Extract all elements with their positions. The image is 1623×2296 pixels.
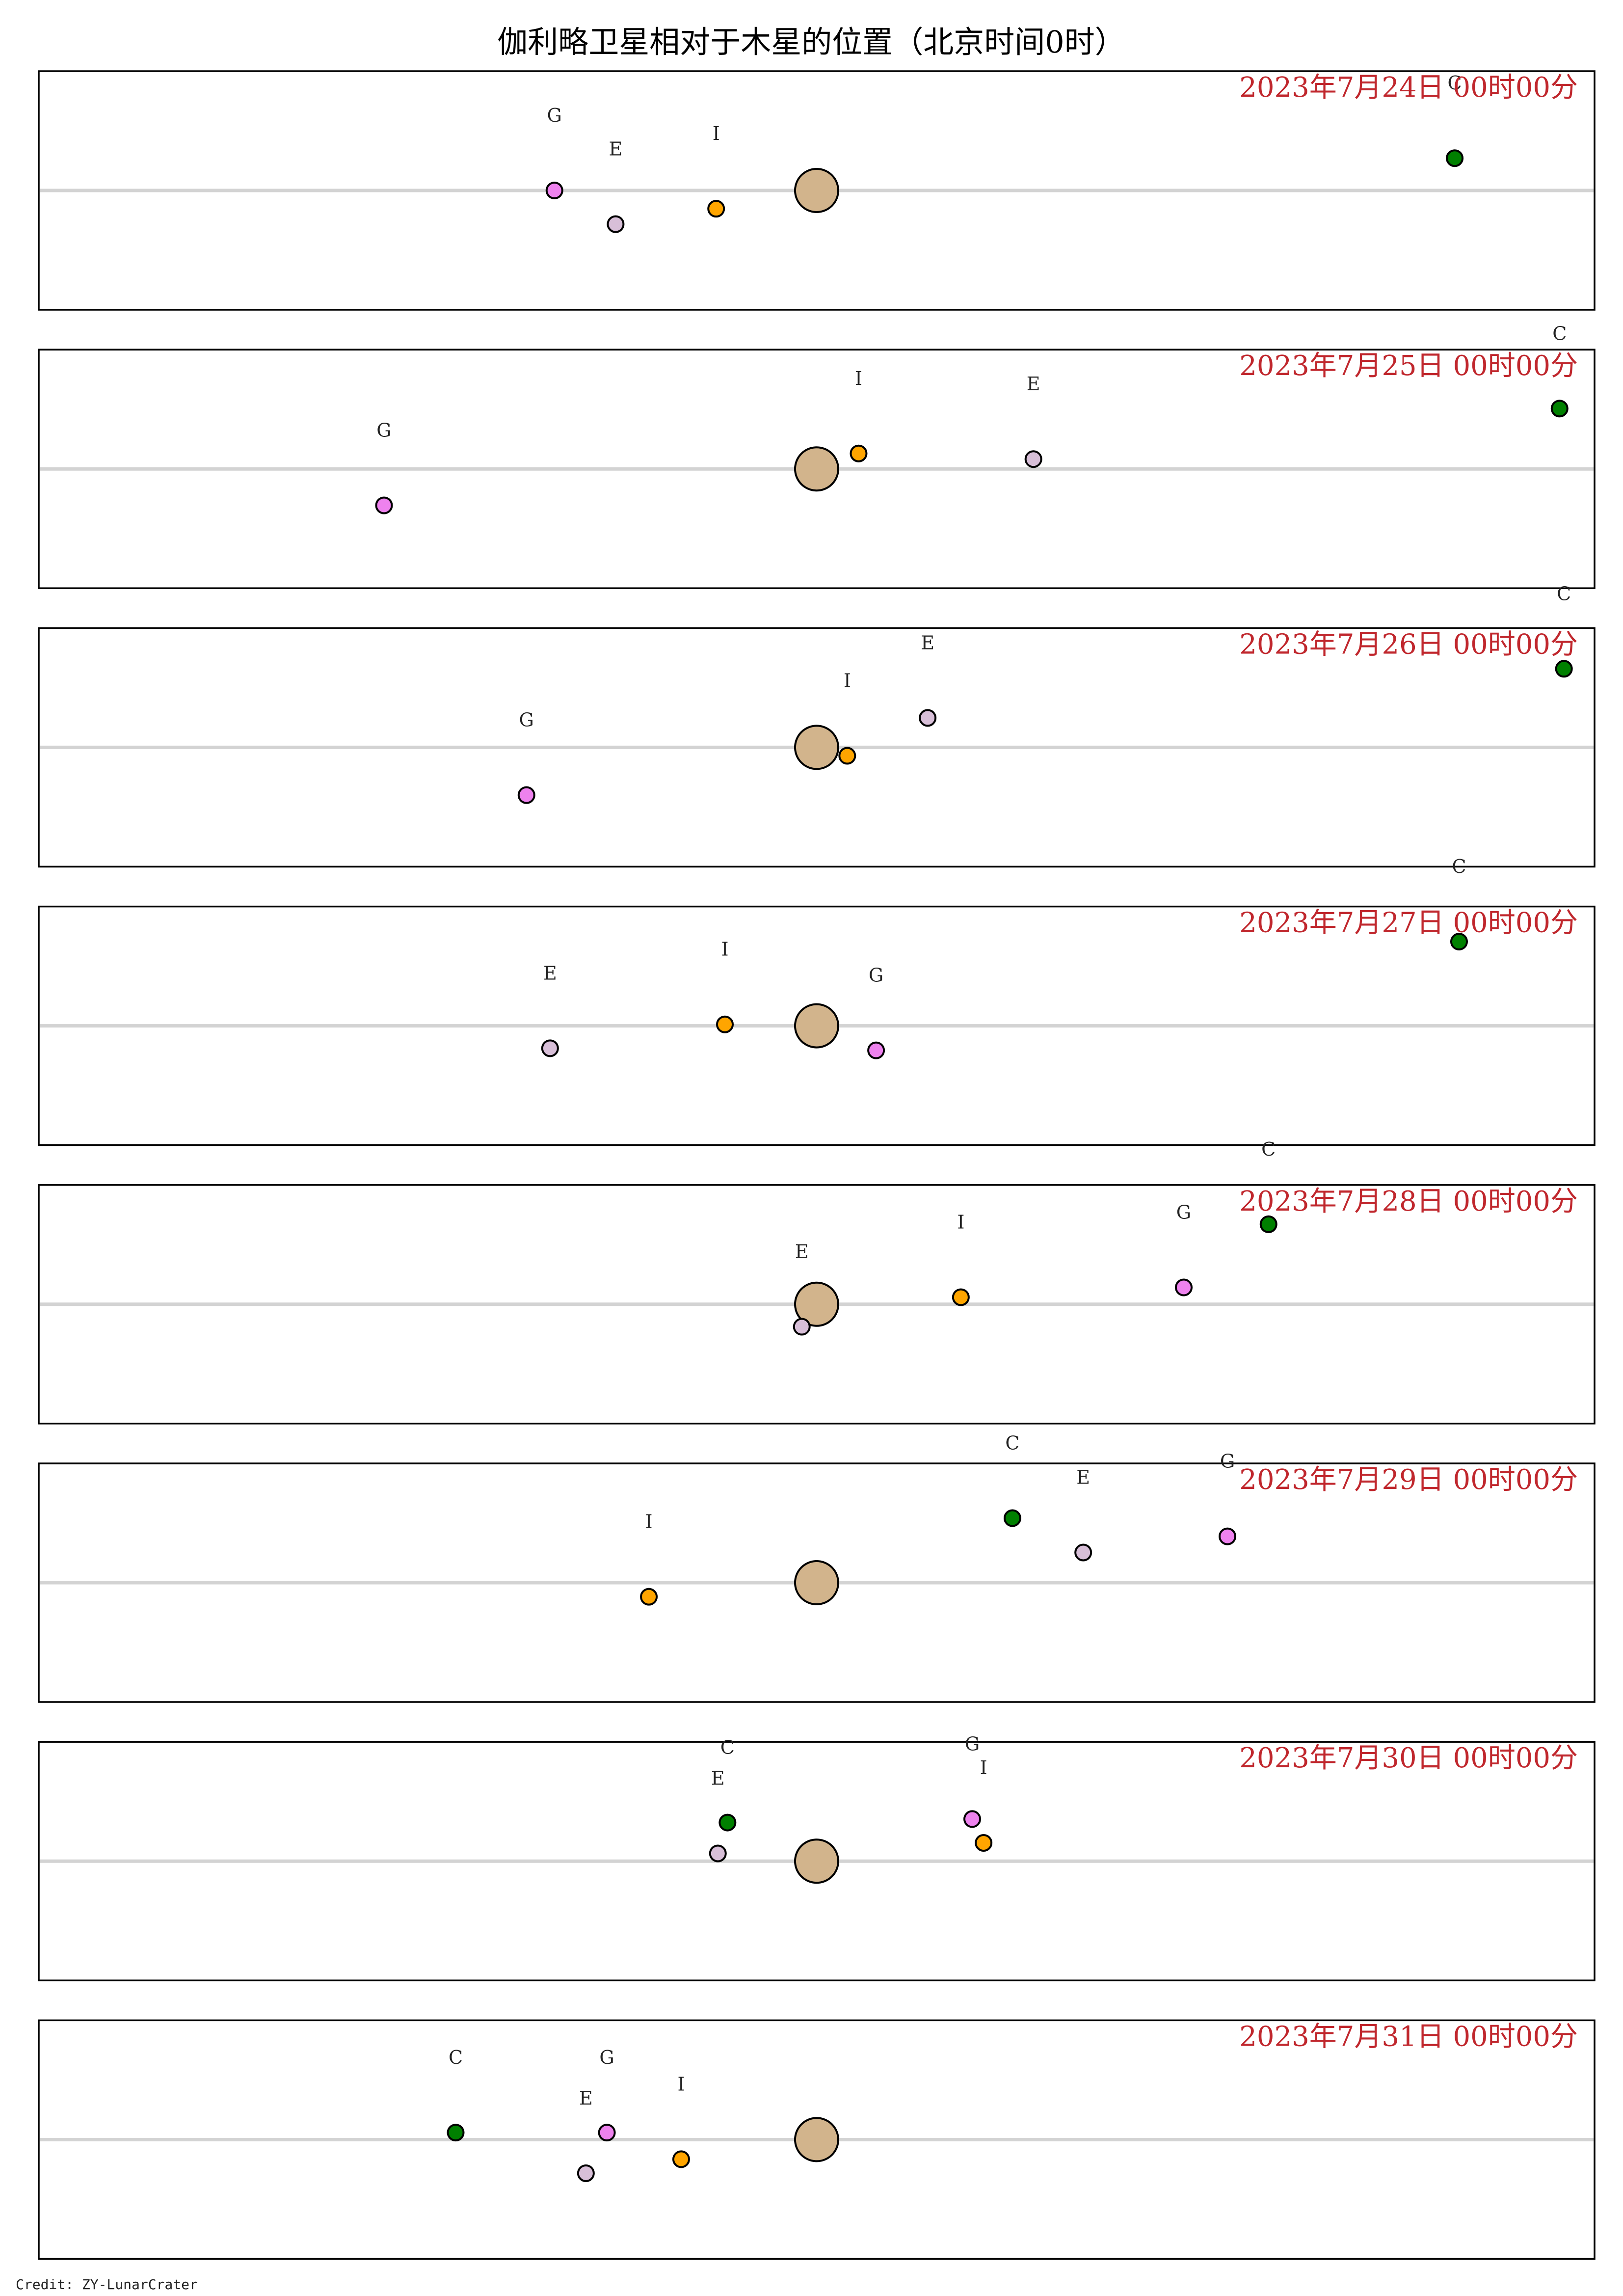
- moon-label-G: G: [965, 1733, 980, 1755]
- moon-marker-E: [607, 215, 625, 233]
- date-label: 2023年7月29日 00时00分: [1239, 1464, 1578, 1496]
- jupiter-marker: [794, 1003, 839, 1049]
- moon-marker-I: [640, 1588, 658, 1606]
- jupiter-marker: [794, 1560, 839, 1605]
- date-panel: E I G C 2023年7月27日 00时00分: [38, 856, 1596, 1146]
- moon-marker-C: [1446, 149, 1464, 167]
- moon-marker-E: [541, 1039, 559, 1057]
- moon-label-G: G: [599, 2047, 614, 2068]
- moon-label-I: I: [844, 670, 851, 692]
- date-label: 2023年7月25日 00时00分: [1239, 350, 1578, 382]
- moon-label-G: G: [547, 105, 562, 126]
- moon-label-E: E: [1076, 1467, 1090, 1488]
- moon-label-E: E: [579, 2087, 593, 2109]
- moon-marker-G: [545, 182, 563, 199]
- moon-label-I: I: [980, 1757, 987, 1779]
- moon-label-E: E: [609, 138, 623, 160]
- moon-marker-I: [707, 200, 725, 218]
- jupiter-marker: [794, 725, 839, 770]
- moon-marker-E: [1074, 1543, 1092, 1562]
- moon-marker-G: [867, 1041, 885, 1059]
- moon-label-G: G: [869, 965, 883, 986]
- moon-marker-C: [1259, 1215, 1277, 1233]
- moon-marker-G: [375, 496, 393, 514]
- moon-label-C: C: [1261, 1138, 1276, 1160]
- moon-label-C: C: [1005, 1432, 1019, 1454]
- moon-label-C: C: [449, 2047, 463, 2068]
- moon-label-C: C: [1557, 583, 1571, 604]
- moon-label-I: I: [957, 1212, 964, 1233]
- moon-marker-E: [577, 2164, 595, 2183]
- date-panel: G I E C 2023年7月25日 00时00分: [38, 323, 1596, 589]
- moon-label-C: C: [1448, 72, 1462, 94]
- moon-marker-C: [1003, 1509, 1021, 1527]
- moon-label-I: I: [645, 1511, 653, 1533]
- moon-label-E: E: [711, 1767, 725, 1789]
- moon-label-C: C: [720, 1737, 735, 1758]
- date-label: 2023年7月24日 00时00分: [1239, 72, 1578, 104]
- moon-marker-C: [1550, 400, 1569, 418]
- moon-marker-I: [672, 2150, 690, 2168]
- moon-label-E: E: [921, 632, 934, 653]
- moon-label-C: C: [1452, 856, 1466, 877]
- moon-marker-I: [716, 1015, 734, 1033]
- jupiter-marker: [794, 168, 839, 213]
- moon-label-E: E: [1027, 373, 1040, 395]
- date-panel: C GE I 2023年7月31日 00时00分: [38, 2019, 1596, 2260]
- date-label: 2023年7月27日 00时00分: [1239, 907, 1578, 939]
- moon-marker-E: [919, 709, 937, 727]
- moon-marker-C: [718, 1813, 737, 1832]
- moon-marker-C: [1450, 933, 1468, 951]
- jupiter-marker: [794, 2117, 839, 2162]
- moon-label-G: G: [519, 709, 534, 731]
- moon-marker-G: [1219, 1527, 1237, 1545]
- moon-marker-C: [1555, 660, 1573, 678]
- date-label: 2023年7月31日 00时00分: [1239, 2021, 1578, 2053]
- moon-marker-I: [838, 747, 856, 765]
- jupiter-marker: [794, 446, 839, 492]
- moon-label-G: G: [1176, 1201, 1191, 1223]
- moon-marker-I: [952, 1288, 970, 1306]
- date-label: 2023年7月26日 00时00分: [1239, 628, 1578, 660]
- moon-marker-E: [793, 1318, 811, 1336]
- date-label: 2023年7月30日 00时00分: [1239, 1742, 1578, 1774]
- moon-label-I: I: [713, 123, 720, 144]
- credit-label: Credit: ZY-LunarCrater: [16, 2276, 198, 2293]
- chart-title: 伽利略卫星相对于木星的位置（北京时间0时）: [497, 24, 1125, 60]
- moon-marker-E: [1024, 450, 1042, 468]
- date-panel: E I G C 2023年7月28日 00时00分: [38, 1138, 1596, 1425]
- moon-label-E: E: [543, 962, 557, 984]
- moon-marker-E: [709, 1844, 727, 1863]
- moon-marker-G: [598, 2124, 616, 2142]
- jupiter-marker: [794, 1281, 839, 1327]
- date-panel: CE GI 2023年7月30日 00时00分: [38, 1733, 1596, 1981]
- moon-marker-C: [447, 2124, 465, 2142]
- date-label: 2023年7月28日 00时00分: [1239, 1186, 1578, 1217]
- moon-label-I: I: [721, 939, 728, 960]
- moon-label-G: G: [1220, 1451, 1235, 1472]
- moon-label-I: I: [677, 2073, 685, 2095]
- moon-label-I: I: [855, 368, 862, 389]
- moon-marker-G: [1174, 1278, 1193, 1297]
- moon-marker-G: [963, 1810, 981, 1828]
- jupiter-marker: [794, 1838, 839, 1884]
- moon-marker-G: [517, 786, 535, 804]
- moon-label-E: E: [795, 1241, 809, 1263]
- moon-marker-I: [975, 1834, 993, 1852]
- moon-marker-I: [850, 444, 868, 462]
- moon-label-G: G: [376, 420, 391, 441]
- moon-label-C: C: [1552, 323, 1567, 344]
- date-panel: G I E C 2023年7月26日 00时00分: [38, 583, 1596, 868]
